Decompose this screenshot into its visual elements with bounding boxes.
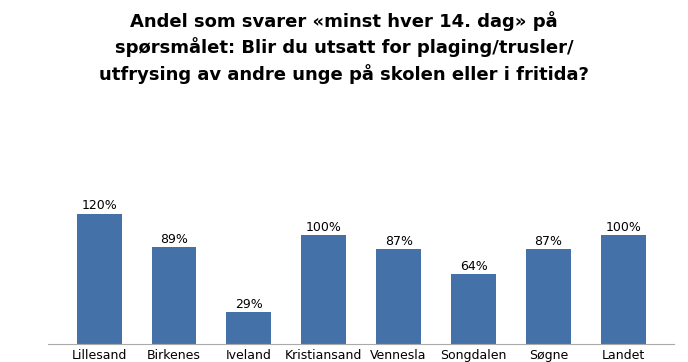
Bar <box>151 247 197 344</box>
Text: 87%: 87% <box>535 235 562 248</box>
Bar <box>376 249 421 344</box>
Text: 29%: 29% <box>235 298 263 311</box>
Text: 89%: 89% <box>160 233 188 246</box>
Bar <box>601 235 646 344</box>
Text: 87%: 87% <box>385 235 413 248</box>
Text: Andel som svarer «minst hver 14. dag» på
spørsmålet: Blir du utsatt for plaging/: Andel som svarer «minst hver 14. dag» på… <box>99 11 589 84</box>
Bar <box>76 214 122 344</box>
Text: 64%: 64% <box>460 260 487 273</box>
Bar <box>301 235 346 344</box>
Bar <box>451 274 496 344</box>
Text: 120%: 120% <box>81 199 117 212</box>
Bar <box>226 312 271 344</box>
Text: 100%: 100% <box>306 221 342 234</box>
Text: 100%: 100% <box>605 221 641 234</box>
Bar <box>526 249 571 344</box>
